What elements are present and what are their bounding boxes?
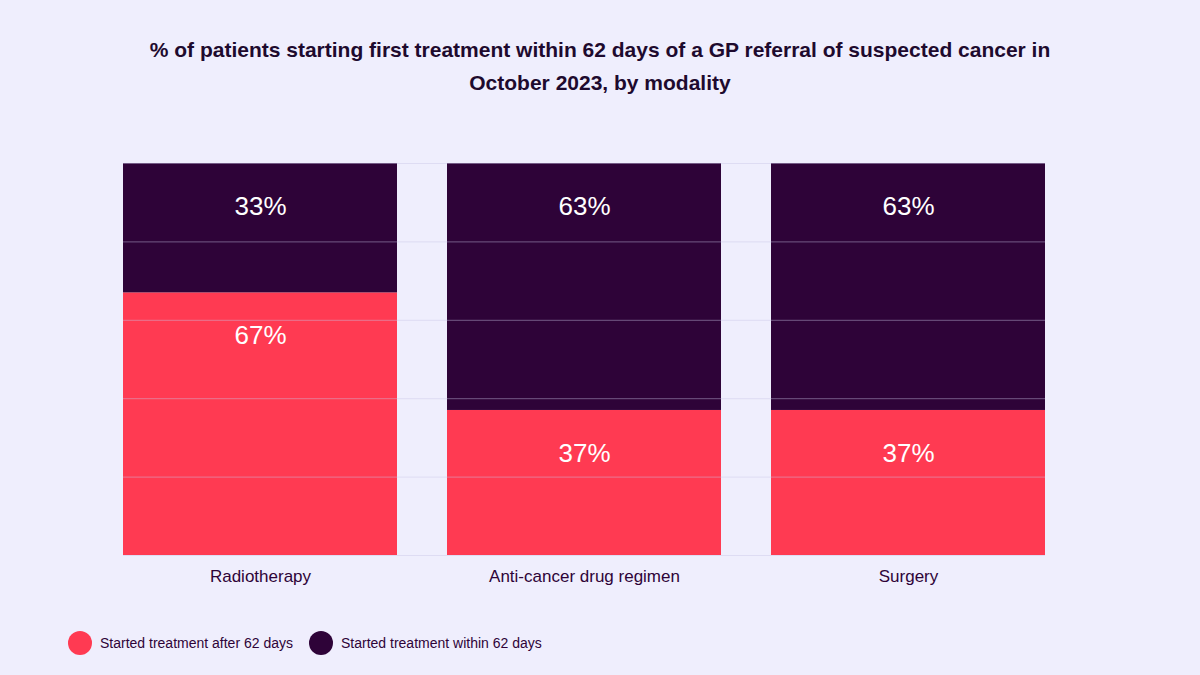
svg-text:63%: 63%: [882, 191, 934, 221]
svg-text:Radiotherapy: Radiotherapy: [210, 567, 312, 586]
html-text:% of patients starting first t: % of patients starting first treatment w…: [149, 38, 1051, 94]
svg-text:67%: 67%: [234, 320, 286, 350]
html-text:Started treatment within 62 da: Started treatment within 62 days: [341, 635, 542, 651]
svg-text:37%: 37%: [882, 438, 934, 468]
html-text:Started treatment after 62 day: Started treatment after 62 days: [100, 635, 293, 651]
svg-text:Anti-cancer drug regimen: Anti-cancer drug regimen: [489, 567, 680, 586]
svg-text:Surgery: Surgery: [879, 567, 939, 586]
svg-text:63%: 63%: [558, 191, 610, 221]
svg-text:33%: 33%: [234, 191, 286, 221]
svg-text:37%: 37%: [558, 438, 610, 468]
